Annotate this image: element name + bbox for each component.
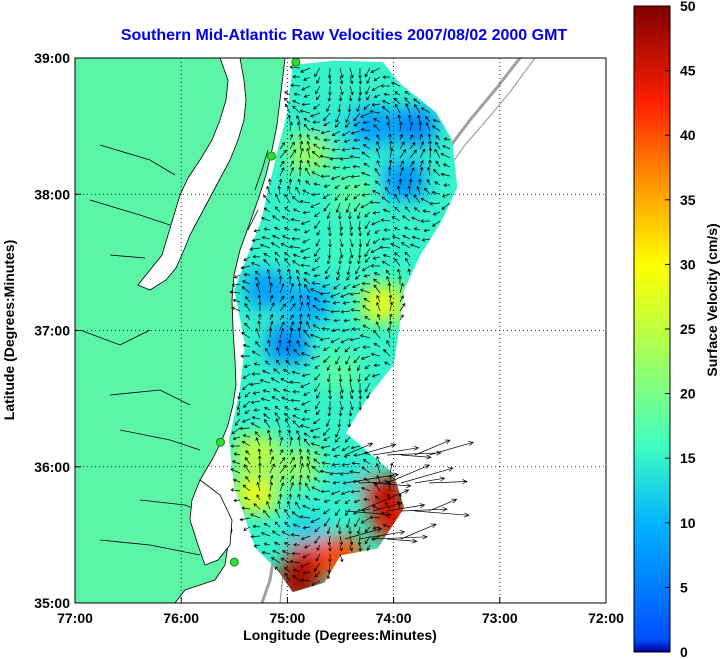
x-tick-label: 73:00 bbox=[482, 610, 518, 626]
y-tick-label: 37:00 bbox=[34, 323, 70, 339]
colorbar-tick-label: 25 bbox=[680, 321, 696, 337]
x-tick-label: 76:00 bbox=[163, 610, 199, 626]
velocity-cell bbox=[331, 230, 372, 267]
grid bbox=[75, 58, 606, 603]
chesapeake-bay bbox=[137, 58, 247, 291]
y-axis: 35:00 36:00 37:00 38:00 39:00 bbox=[34, 50, 81, 611]
colorbar-tick-label: 35 bbox=[680, 192, 696, 208]
colorbar-tick-label: 40 bbox=[680, 127, 696, 143]
colorbar bbox=[633, 5, 671, 653]
velocity-cell bbox=[278, 448, 319, 485]
colorbar-tick-label: 30 bbox=[680, 256, 696, 272]
station-marker bbox=[266, 151, 276, 161]
velocity-cell bbox=[235, 435, 276, 472]
delmarva-shore bbox=[247, 149, 269, 231]
station-marker bbox=[215, 437, 225, 447]
velocity-cell bbox=[267, 326, 308, 363]
colorbar-label: Surface Velocity (cm/s) bbox=[704, 223, 720, 376]
x-tick-label: 75:00 bbox=[269, 610, 305, 626]
x-axis: 77:00 76:00 75:00 74:00 73:00 72:00 bbox=[57, 597, 624, 626]
x-axis-label: Longitude (Degrees:Minutes) bbox=[243, 627, 437, 643]
x-tick-label: 74:00 bbox=[376, 610, 412, 626]
colorbar-axis: 0 5 10 15 20 25 30 35 40 45 50 bbox=[665, 0, 696, 659]
station-markers bbox=[215, 58, 301, 567]
colorbar-tick-label: 15 bbox=[680, 450, 696, 466]
velocity-arrows bbox=[229, 65, 474, 586]
colorbar-tick-label: 10 bbox=[680, 515, 696, 531]
pamlico-sound bbox=[189, 479, 233, 566]
y-tick-label: 39:00 bbox=[34, 50, 70, 66]
arrow-set bbox=[229, 65, 474, 586]
bay-inlets bbox=[79, 144, 211, 556]
chart-title: Southern Mid-Atlantic Raw Velocities 200… bbox=[121, 27, 568, 44]
x-tick-label: 72:00 bbox=[588, 610, 624, 626]
velocity-cell bbox=[352, 108, 393, 145]
velocity-cell bbox=[362, 285, 403, 322]
x-tick-label: 77:00 bbox=[57, 610, 93, 626]
y-tick-label: 36:00 bbox=[34, 459, 70, 475]
y-tick-label: 35:00 bbox=[34, 595, 70, 611]
station-marker bbox=[229, 557, 239, 567]
colorbar-tick-label: 20 bbox=[680, 386, 696, 402]
colorbar-tick-label: 50 bbox=[680, 0, 696, 14]
y-tick-label: 38:00 bbox=[34, 186, 70, 202]
station-marker bbox=[291, 58, 301, 67]
y-axis-label: Latitude (Degrees:Minutes) bbox=[1, 240, 17, 420]
colorbar-tick-label: 5 bbox=[680, 579, 688, 595]
colorbar-tick-label: 0 bbox=[680, 644, 688, 659]
colorbar-tick-label: 45 bbox=[680, 63, 696, 79]
